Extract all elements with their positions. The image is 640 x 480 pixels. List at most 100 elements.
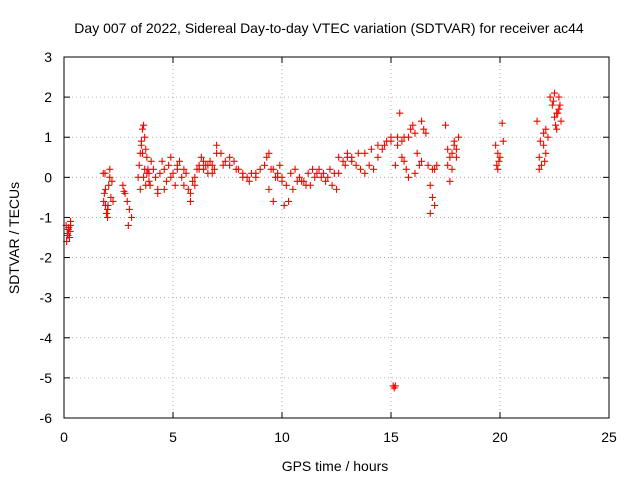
data-point [263,153,271,161]
data-point [245,177,253,185]
data-point [291,165,299,173]
data-point [191,181,199,189]
y-tick-label: -1 [40,209,53,225]
data-point [553,125,561,133]
data-point [106,165,114,173]
data-point [535,153,543,161]
data-point [343,149,351,157]
data-point [542,125,550,133]
data-point [173,161,181,169]
data-point [180,165,188,173]
data-point [554,109,562,117]
data-point [452,153,460,161]
data-point [184,185,192,193]
data-point [555,93,563,101]
data-point [232,165,240,173]
data-point [106,173,114,181]
data-point [313,169,321,177]
data-point [428,165,436,173]
data-point [204,161,212,169]
data-point [413,149,421,157]
data-point [557,117,565,125]
data-point [147,157,155,165]
data-point [428,193,436,201]
data-point [189,177,197,185]
data-point [149,165,157,173]
data-point [374,141,382,149]
data-point [282,181,290,189]
data-point [287,169,295,177]
data-point [442,121,449,129]
data-point [269,197,277,205]
data-point [176,157,184,165]
data-point [239,173,247,181]
data-point [533,117,541,125]
data-point [396,109,404,117]
axis-ticks: 0 5 10 15 20 25 -6 -5 -4 -3 -2 -1 0 1 2 3 [40,49,617,445]
data-point [551,89,558,97]
data-point [387,137,395,145]
data-point [141,133,149,141]
data-point [156,169,164,177]
data-point [540,141,548,149]
data-point [137,141,145,149]
data-point [67,221,75,229]
data-point [394,133,402,141]
data-point [213,141,221,149]
data-point [108,177,116,185]
data-point [354,149,362,157]
y-axis-label: SDTVAR / TECUs [6,182,22,294]
data-point [367,145,375,153]
data-point [135,161,143,169]
data-point [494,149,502,157]
data-point [162,177,170,185]
data-point [411,129,419,137]
data-point [374,153,382,161]
data-point [306,181,314,189]
data-point [140,121,148,129]
chart-title: Day 007 of 2022, Sidereal Day-to-day VTE… [74,20,584,36]
data-point [426,181,434,189]
data-point [352,161,360,169]
data-point [324,173,332,181]
data-point [542,149,550,157]
data-point [217,149,225,157]
data-point [404,173,412,181]
data-point [256,165,264,173]
data-point [123,197,131,205]
data-point [411,169,419,177]
data-point [446,177,454,185]
data-point [361,169,369,177]
data-point [208,169,216,177]
data-point [370,165,378,173]
data-point [418,117,426,125]
data-point [125,205,133,213]
data-point [420,125,428,133]
data-point [104,201,112,209]
data-point [210,165,218,173]
x-tick-label: 25 [601,429,617,445]
data-point [269,165,277,173]
data-point [226,153,234,161]
data-point [109,197,117,205]
data-point [326,165,334,173]
data-point [551,113,558,121]
data-point [492,141,500,149]
data-point [66,227,74,235]
data-point [101,185,109,193]
x-tick-label: 0 [60,429,68,445]
data-point [182,169,190,177]
data-point [394,141,402,149]
data-point [167,153,175,161]
data-point [64,231,72,239]
data-point [304,169,312,177]
data-point [160,165,168,173]
data-point [319,169,327,177]
data-point [391,161,399,169]
data-point [402,165,410,173]
data-point [536,137,544,145]
data-point [448,149,456,157]
data-point [206,157,214,165]
data-point [400,157,408,165]
